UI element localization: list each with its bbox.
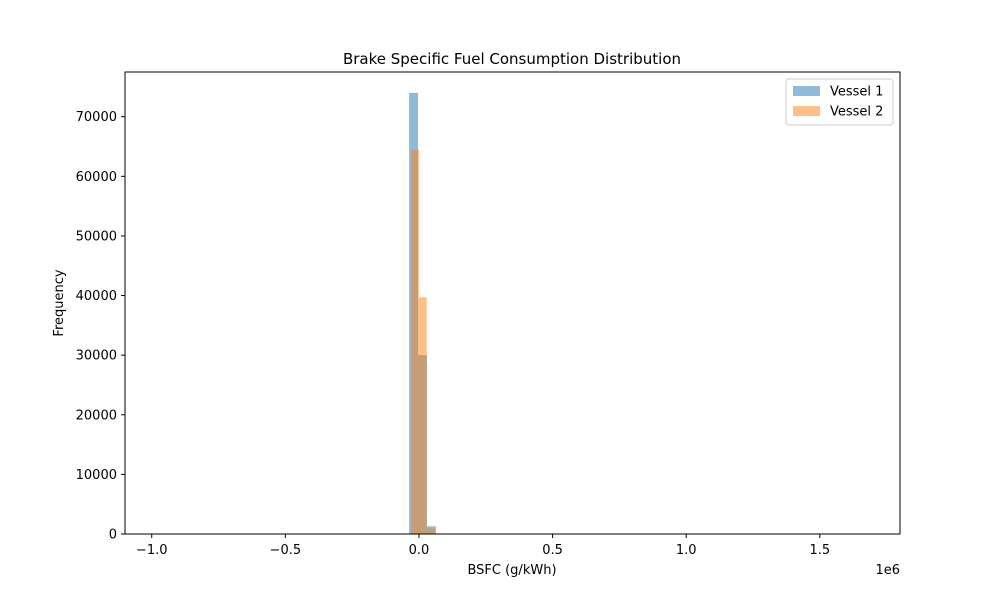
y-tick-label: 40000 — [76, 289, 117, 304]
x-axis: −1.0 −0.5 0.0 0.5 1.0 1.5 — [136, 534, 830, 558]
y-tick-label: 20000 — [76, 408, 117, 423]
y-tick-label: 30000 — [76, 349, 117, 364]
y-tick-label: 60000 — [76, 170, 117, 185]
y-tick-label: 0 — [109, 528, 117, 543]
x-tick-label: −1.0 — [136, 543, 168, 558]
y-tick-label: 70000 — [76, 110, 117, 125]
y-tick-label: 50000 — [76, 229, 117, 244]
bar-series-2-bin-1 — [411, 149, 419, 535]
chart-title: Brake Specific Fuel Consumption Distribu… — [343, 50, 681, 68]
y-axis: 0 10000 20000 30000 40000 50000 60000 70000 — [76, 110, 125, 543]
legend-swatch-series-2 — [793, 106, 820, 116]
x-axis-label: BSFC (g/kWh) — [467, 563, 556, 578]
x-tick-label: 1.0 — [676, 543, 697, 558]
x-tick-label: 1.5 — [809, 543, 830, 558]
x-tick-label: −0.5 — [270, 543, 302, 558]
bar-series-2-bin-2 — [418, 297, 427, 534]
legend-label-series-2: Vessel 2 — [830, 105, 883, 120]
plot-frame — [124, 71, 901, 535]
x-tick-label: 0.0 — [409, 543, 430, 558]
bar-series-2-bin-3 — [426, 528, 436, 534]
legend-swatch-series-1 — [793, 86, 820, 96]
x-tick-label: 0.5 — [542, 543, 563, 558]
legend-label-series-1: Vessel 1 — [830, 85, 883, 100]
y-axis-label: Frequency — [52, 269, 67, 336]
legend: Vessel 1 Vessel 2 — [785, 78, 894, 126]
y-tick-label: 10000 — [76, 468, 117, 483]
bars-layer — [409, 92, 436, 535]
x-axis-offset-label: 1e6 — [875, 563, 900, 578]
